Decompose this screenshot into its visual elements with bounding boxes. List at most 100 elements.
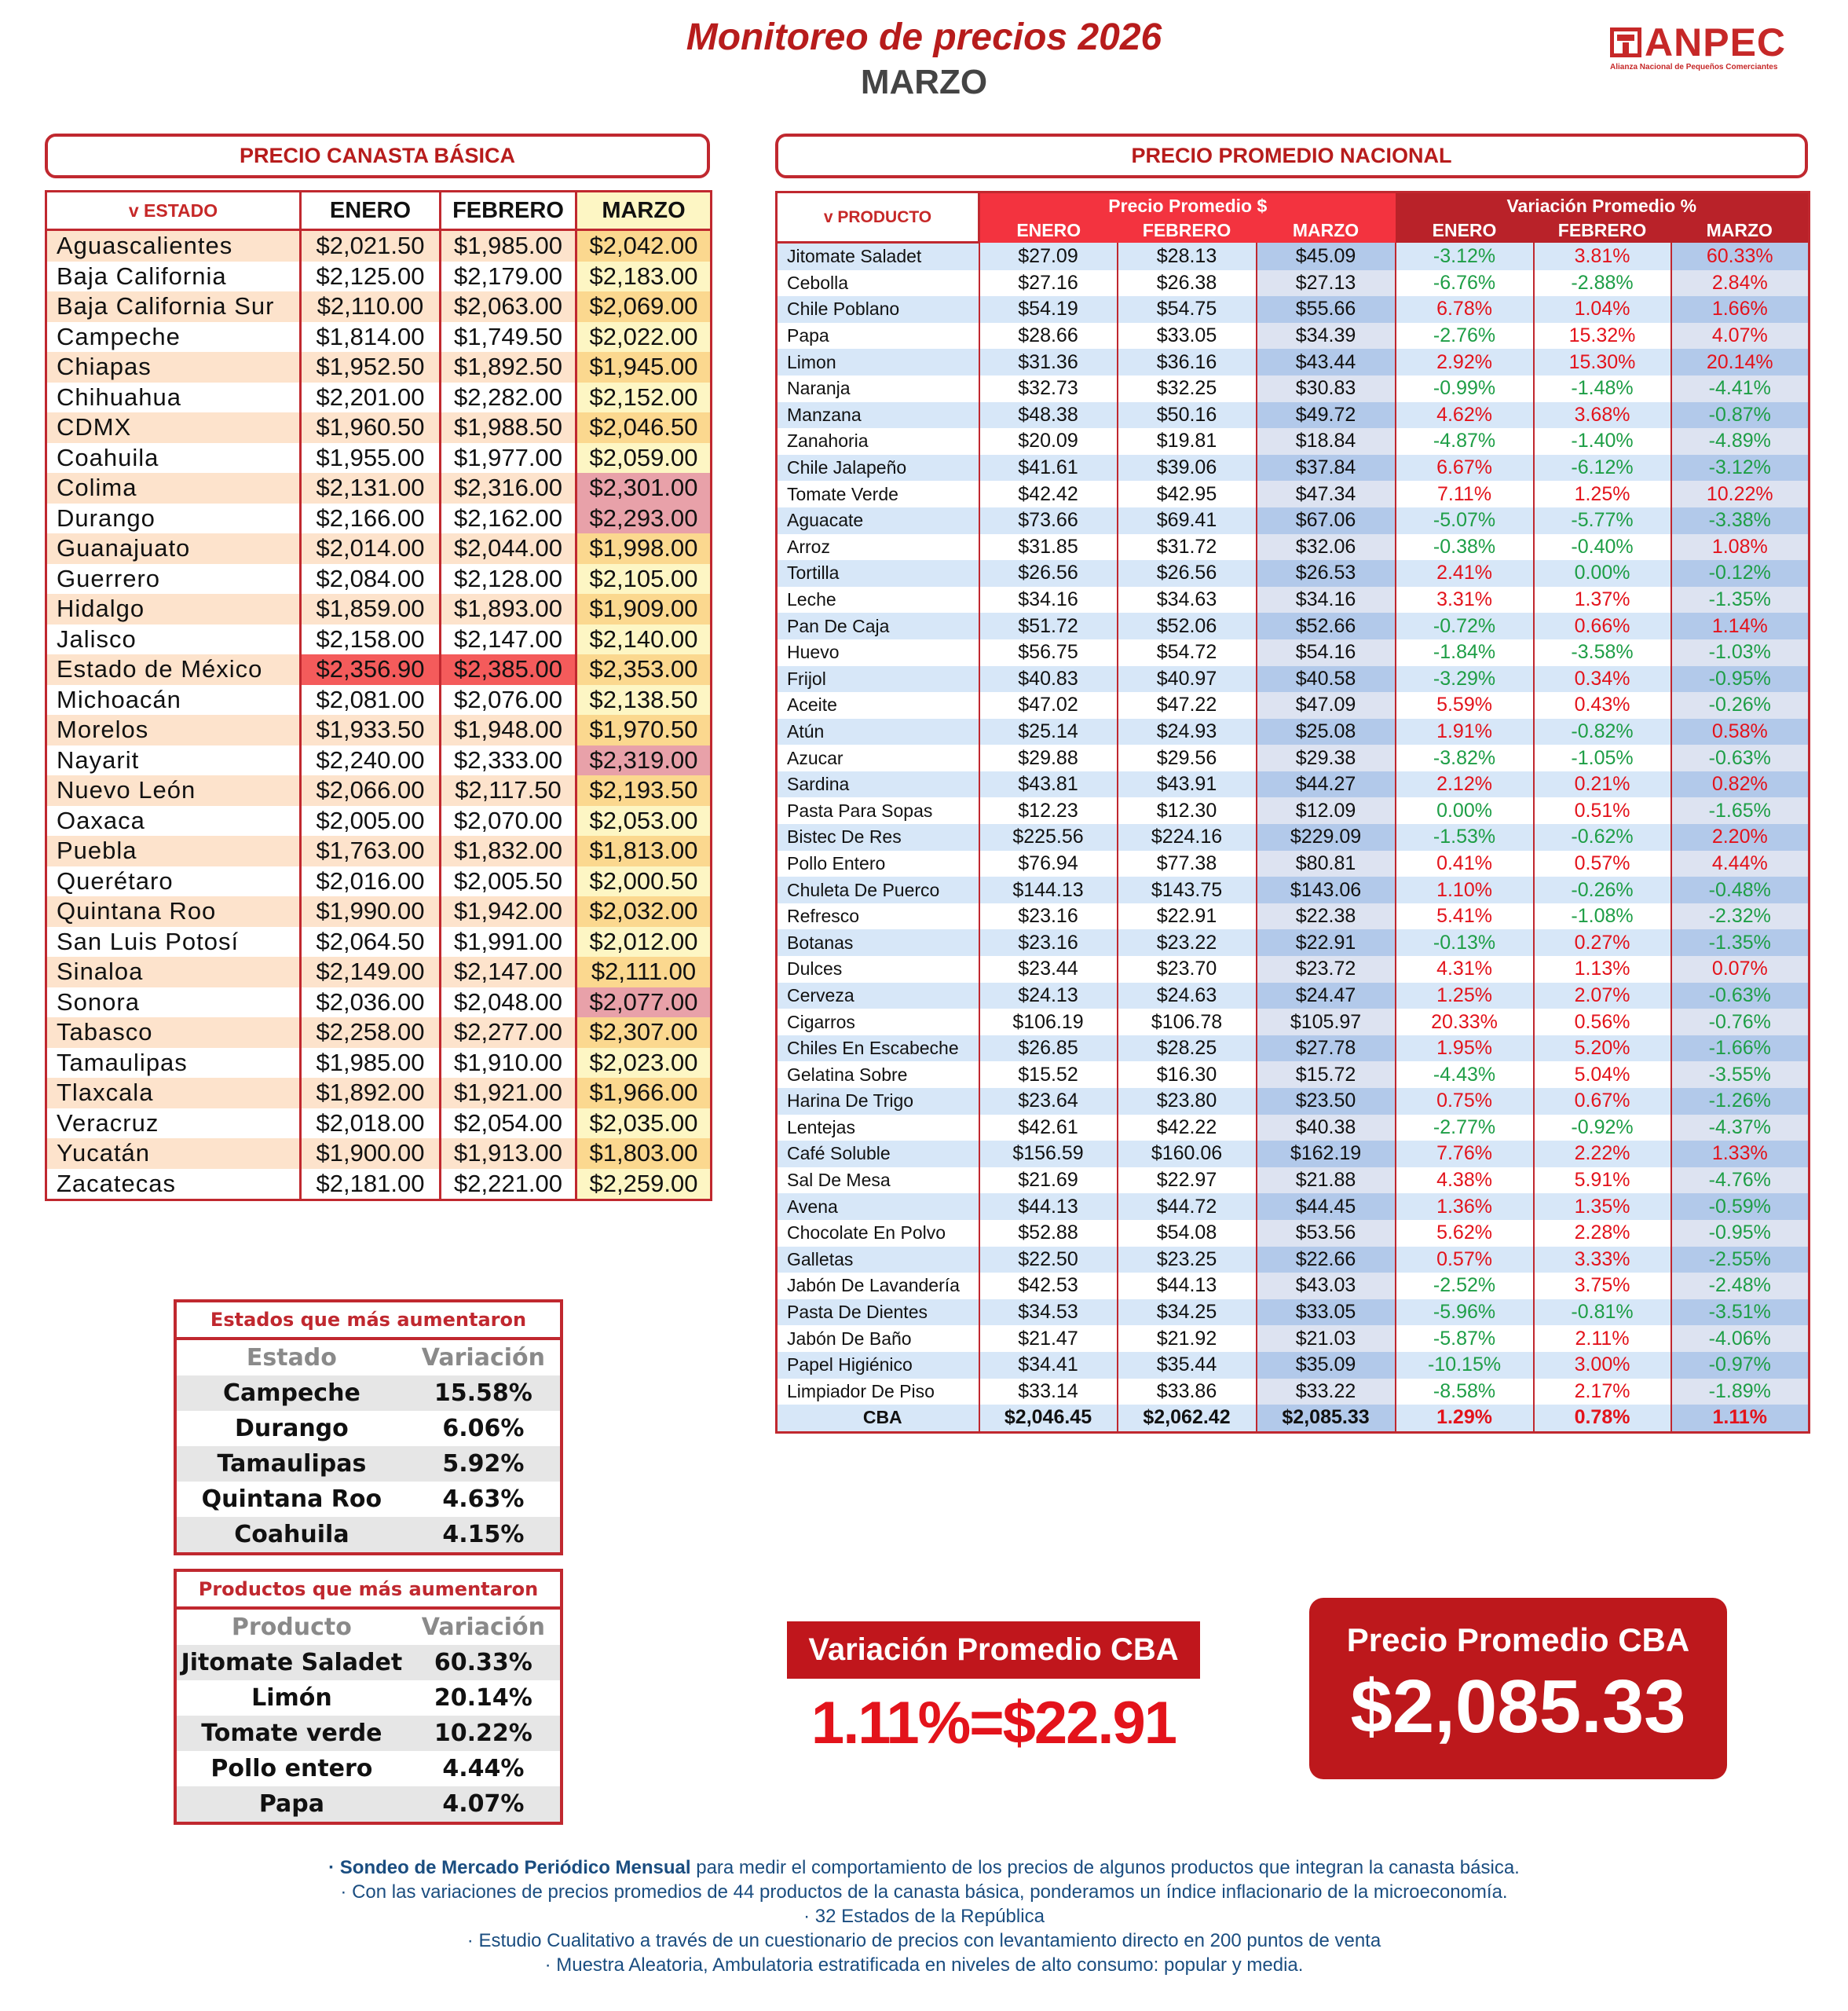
- table-row: Guanajuato $2,014.00 $2,044.00 $1,998.00: [45, 533, 712, 564]
- precio-marzo: $2,193.50: [575, 775, 712, 806]
- table-row: Veracruz $2,018.00 $2,054.00 $2,035.00: [45, 1108, 712, 1138]
- precio-marzo: $43.44: [1255, 349, 1396, 375]
- var-enero: -0.38%: [1394, 533, 1534, 561]
- precio-marzo: $24.47: [1255, 982, 1396, 1009]
- item-variation: 60.33%: [434, 1649, 532, 1676]
- estado-name: Michoacán: [45, 684, 301, 715]
- var-enero: 1.29%: [1394, 1405, 1534, 1433]
- precio-febrero: $224.16: [1116, 824, 1257, 851]
- var-febrero: -1.08%: [1532, 903, 1671, 930]
- estado-name: Morelos: [45, 715, 301, 745]
- precio-febrero: $2,044.00: [439, 533, 576, 564]
- table-row: Naranja $32.73 $32.25 $30.83 -0.99% -1.48% -4.…: [776, 375, 1810, 402]
- precio-enero: $23.64: [978, 1088, 1118, 1115]
- var-marzo: -0.12%: [1670, 560, 1810, 587]
- precio-enero: $48.38: [978, 401, 1118, 429]
- var-marzo: -0.59%: [1670, 1193, 1810, 1220]
- precio-marzo: $1,970.50: [575, 715, 712, 745]
- precio-enero: $15.52: [978, 1061, 1118, 1088]
- producto-name: Pollo Entero: [776, 850, 979, 877]
- estado-name: Campeche: [45, 321, 301, 352]
- table-row: Sal De Mesa $21.69 $22.97 $21.88 4.38% 5.91% -…: [776, 1167, 1810, 1194]
- precio-enero: $1,763.00: [299, 836, 441, 866]
- table-row: Jabón De Baño $21.47 $21.92 $21.03 -5.87% 2.1…: [776, 1325, 1810, 1352]
- precio-enero: $42.53: [978, 1273, 1118, 1299]
- precio-febrero: $23.25: [1116, 1246, 1257, 1273]
- producto-name: Limpiador De Piso: [776, 1378, 979, 1405]
- var-enero: -0.99%: [1394, 375, 1534, 402]
- table-row: Chile Jalapeño $41.61 $39.06 $37.84 6.67% -6.…: [776, 454, 1810, 482]
- precio-cba-label: Precio Promedio CBA: [1346, 1621, 1690, 1658]
- precio-febrero: $1,977.00: [439, 442, 576, 473]
- column-header-producto[interactable]: v PRODUCTO: [775, 191, 980, 244]
- precio-febrero: $1,913.00: [439, 1138, 576, 1169]
- precio-febrero: $26.56: [1116, 560, 1257, 587]
- table-row: Cerveza $24.13 $24.63 $24.47 1.25% 2.07% -0.63…: [776, 982, 1810, 1009]
- precio-febrero: $2,117.50: [439, 775, 576, 806]
- column-header-var-enero: ENERO: [1395, 218, 1534, 243]
- precio-febrero: $54.72: [1116, 639, 1257, 666]
- precio-enero: $1,955.00: [299, 442, 441, 473]
- var-marzo: 2.20%: [1670, 824, 1810, 851]
- precio-febrero: $36.16: [1116, 349, 1257, 375]
- var-marzo: -0.63%: [1670, 982, 1810, 1009]
- list-item: Campeche 15.58%: [177, 1375, 560, 1411]
- precio-marzo: $67.06: [1255, 507, 1396, 534]
- estado-name: Baja California Sur: [45, 291, 301, 322]
- precio-febrero: $42.22: [1116, 1114, 1257, 1141]
- column-header-estado[interactable]: v ESTADO: [45, 190, 302, 231]
- item-name: Jitomate Saladet: [181, 1649, 403, 1676]
- var-marzo: -0.97%: [1670, 1351, 1810, 1379]
- precio-enero: $1,859.00: [299, 594, 441, 625]
- producto-name: Pasta De Dientes: [776, 1299, 979, 1326]
- var-febrero: 1.35%: [1532, 1193, 1671, 1220]
- precio-febrero: $2,063.00: [439, 291, 576, 322]
- precio-marzo: $2,000.50: [575, 866, 712, 896]
- var-marzo: -3.55%: [1670, 1061, 1810, 1088]
- producto-name: Chocolate En Polvo: [776, 1219, 979, 1247]
- precio-febrero: $2,076.00: [439, 684, 576, 715]
- precio-febrero: $24.63: [1116, 982, 1257, 1009]
- var-enero: 1.36%: [1394, 1193, 1534, 1220]
- var-enero: -3.82%: [1394, 745, 1534, 771]
- item-name: Durango: [235, 1415, 349, 1442]
- precio-enero: $2,084.00: [299, 563, 441, 594]
- footer-line-3: · 32 Estados de la República: [803, 1906, 1045, 1927]
- var-febrero: 2.17%: [1532, 1378, 1671, 1405]
- estado-name: Tabasco: [45, 1017, 301, 1048]
- precio-enero: $23.44: [978, 956, 1118, 983]
- table-row: Aceite $47.02 $47.22 $47.09 5.59% 0.43% -0.26%: [776, 692, 1810, 719]
- item-variation: 4.44%: [442, 1755, 525, 1782]
- column-header-precio-febrero: FEBRERO: [1117, 218, 1257, 243]
- precio-enero: $42.42: [978, 481, 1118, 507]
- precio-marzo: $25.08: [1255, 718, 1396, 745]
- var-enero: 2.41%: [1394, 560, 1534, 587]
- precio-enero: $34.16: [978, 586, 1118, 614]
- precio-marzo: $44.45: [1255, 1193, 1396, 1220]
- var-febrero: 2.28%: [1532, 1219, 1671, 1247]
- precio-enero: $2,201.00: [299, 382, 441, 412]
- precio-marzo: $15.72: [1255, 1061, 1396, 1088]
- var-enero: -1.84%: [1394, 639, 1534, 666]
- footer-line-1-bold: · Sondeo de Mercado Periódico Mensual: [328, 1857, 691, 1878]
- var-enero: 0.75%: [1394, 1088, 1534, 1115]
- group-header-variacion: Variación Promedio %: [1395, 192, 1810, 219]
- estado-name: Nayarit: [45, 745, 301, 775]
- precio-marzo: $29.38: [1255, 745, 1396, 771]
- precio-febrero: $69.41: [1116, 507, 1257, 534]
- list-item: Jitomate Saladet 60.33%: [177, 1645, 560, 1680]
- column-header-enero: ENERO: [299, 190, 441, 231]
- precio-febrero: $34.25: [1116, 1299, 1257, 1326]
- estado-name: Chiapas: [45, 352, 301, 383]
- var-enero: 4.62%: [1394, 401, 1534, 429]
- precio-enero: $2,014.00: [299, 533, 441, 564]
- estado-name: Baja California: [45, 261, 301, 291]
- precio-enero: $73.66: [978, 507, 1118, 534]
- methodology-notes: · Sondeo de Mercado Periódico Mensual pa…: [0, 1855, 1848, 1977]
- var-marzo: -4.41%: [1670, 375, 1810, 402]
- producto-name: Sal De Mesa: [776, 1167, 979, 1194]
- table-row: Arroz $31.85 $31.72 $32.06 -0.38% -0.40% 1.08%: [776, 533, 1810, 561]
- precio-marzo: $1,966.00: [575, 1078, 712, 1108]
- precio-marzo: $143.06: [1255, 877, 1396, 903]
- producto-name: Harina De Trigo: [776, 1088, 979, 1115]
